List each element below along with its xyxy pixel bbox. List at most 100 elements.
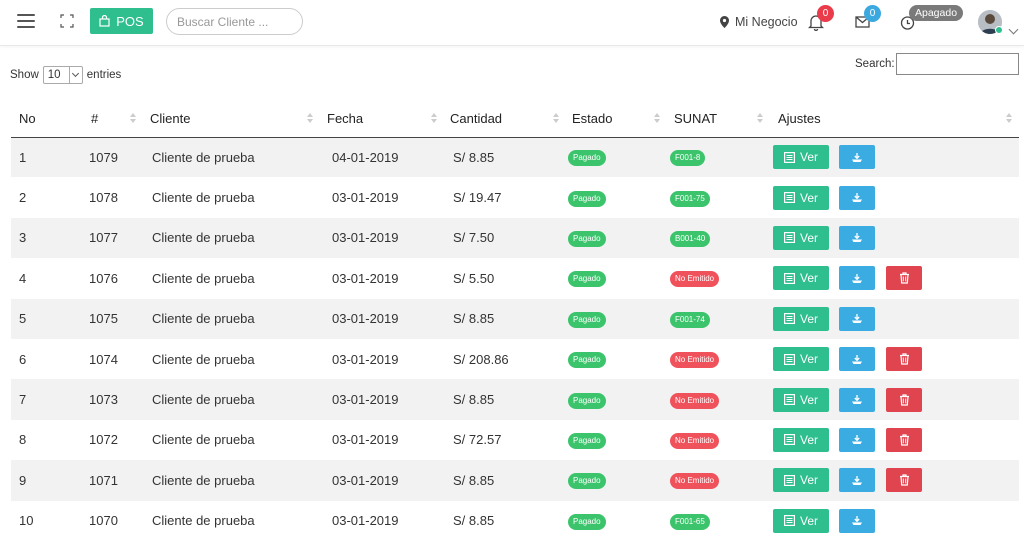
sale-date: 03-01-2019 (320, 460, 444, 501)
sale-id: 1078 (89, 190, 118, 206)
download-button[interactable] (839, 427, 875, 452)
sale-amount: S/ 7.50 (444, 217, 566, 259)
payment-status-badge: Pagado (568, 513, 606, 530)
column-header[interactable]: Ajustes (770, 100, 1019, 138)
trash-icon (899, 272, 909, 284)
sale-id: 1074 (89, 351, 118, 367)
map-marker-icon (720, 16, 729, 28)
show-label: Show (10, 69, 39, 81)
download-button[interactable] (839, 145, 875, 170)
delete-button[interactable] (886, 347, 922, 372)
clock-icon[interactable] (900, 14, 918, 32)
row-number: 2 (19, 190, 27, 206)
sale-date: 03-01-2019 (332, 270, 399, 286)
actions-cell: Ver (770, 339, 1019, 379)
view-button[interactable]: Ver (773, 468, 829, 493)
client-name: Cliente de prueba (143, 379, 320, 420)
column-header[interactable]: # (77, 100, 143, 138)
view-button[interactable]: Ver (773, 185, 829, 210)
download-button[interactable] (839, 185, 875, 210)
status-cell: Pagado (566, 339, 667, 379)
download-button[interactable] (839, 468, 875, 493)
download-button[interactable] (839, 225, 875, 250)
payment-status-badge: Pagado (568, 230, 606, 247)
select-arrow-icon (68, 67, 82, 83)
download-icon (852, 152, 862, 162)
view-button[interactable]: Ver (773, 427, 829, 452)
client-name: Cliente de prueba (152, 351, 255, 367)
sale-date: 04-01-2019 (320, 137, 444, 178)
download-button[interactable] (839, 306, 875, 331)
table-body: 1 1079 Cliente de prueba 04-01-2019 S/ 8.85 P… (11, 137, 1019, 541)
client-name: Cliente de prueba (152, 270, 255, 286)
delete-button[interactable] (886, 427, 922, 452)
sort-icon (1006, 113, 1013, 124)
download-button[interactable] (839, 347, 875, 372)
payment-status-badge: Pagado (568, 392, 606, 409)
file-text-icon (783, 192, 795, 204)
sunat-status-badge: F001-75 (670, 190, 710, 207)
sort-icon (553, 113, 560, 124)
row-number: 4 (19, 270, 27, 286)
sale-id: 1072 (89, 432, 118, 448)
column-header[interactable]: SUNAT (667, 100, 770, 138)
download-button[interactable] (839, 387, 875, 412)
file-text-icon (783, 474, 795, 486)
sort-icon (757, 113, 764, 124)
fullscreen-icon[interactable] (60, 14, 74, 28)
column-header-label: No (19, 110, 36, 126)
business-selector[interactable]: Mi Negocio (720, 15, 798, 29)
sunat-cell: F001-65 (667, 501, 770, 541)
file-text-icon (783, 515, 795, 527)
sale-amount: S/ 19.47 (453, 190, 502, 206)
view-button[interactable]: Ver (773, 387, 829, 412)
sunat-cell: No Emitido (667, 339, 770, 379)
delete-button[interactable] (886, 387, 922, 412)
download-button[interactable] (839, 508, 875, 533)
column-header[interactable]: Fecha (320, 100, 444, 138)
sunat-status-badge: No Emitido (670, 473, 720, 490)
view-button[interactable]: Ver (773, 266, 829, 291)
row-number: 8 (19, 432, 27, 448)
view-button[interactable]: Ver (773, 347, 829, 372)
view-button[interactable]: Ver (773, 225, 829, 250)
actions-cell: Ver (770, 501, 1019, 541)
entries-select[interactable]: 10 (42, 66, 83, 84)
sort-icon (431, 113, 438, 124)
view-button[interactable]: Ver (773, 508, 829, 533)
client-search-input[interactable] (166, 8, 303, 35)
download-icon (852, 193, 862, 203)
table-row: 1 1079 Cliente de prueba 04-01-2019 S/ 8.85 P… (11, 137, 1019, 178)
actions-cell: Ver (770, 379, 1019, 420)
pos-button[interactable]: POS (90, 8, 153, 34)
view-button[interactable]: Ver (773, 306, 829, 331)
actions-cell: Ver (770, 420, 1019, 460)
trash-icon (899, 434, 909, 446)
sale-id: 1076 (89, 270, 118, 286)
column-header[interactable]: Estado (566, 100, 667, 138)
payment-status-badge: Pagado (568, 432, 606, 449)
client-name: Cliente de prueba (152, 513, 255, 529)
chevron-down-icon[interactable] (1008, 24, 1019, 35)
column-header[interactable]: Cantidad (444, 100, 566, 138)
sale-date: 03-01-2019 (332, 513, 399, 529)
menu-toggle-icon[interactable] (17, 14, 35, 28)
file-text-icon (783, 151, 795, 163)
download-icon (852, 233, 862, 243)
sale-amount: S/ 8.85 (444, 460, 566, 501)
delete-button[interactable] (886, 468, 922, 493)
view-button[interactable]: Ver (773, 145, 829, 170)
download-button[interactable] (839, 266, 875, 291)
shopping-bag-icon (99, 15, 110, 27)
row-number: 10 (19, 513, 34, 529)
column-header[interactable]: No (11, 100, 77, 138)
column-header[interactable]: Cliente (143, 100, 320, 138)
table-search-input[interactable] (896, 53, 1019, 75)
sunat-cell: No Emitido (667, 379, 770, 420)
sunat-cell: No Emitido (667, 258, 770, 298)
sunat-status-badge: F001-8 (670, 150, 706, 167)
download-icon (852, 354, 862, 364)
delete-button[interactable] (886, 266, 922, 291)
entries-label: entries (86, 69, 122, 81)
sale-id: 1075 (77, 298, 143, 339)
